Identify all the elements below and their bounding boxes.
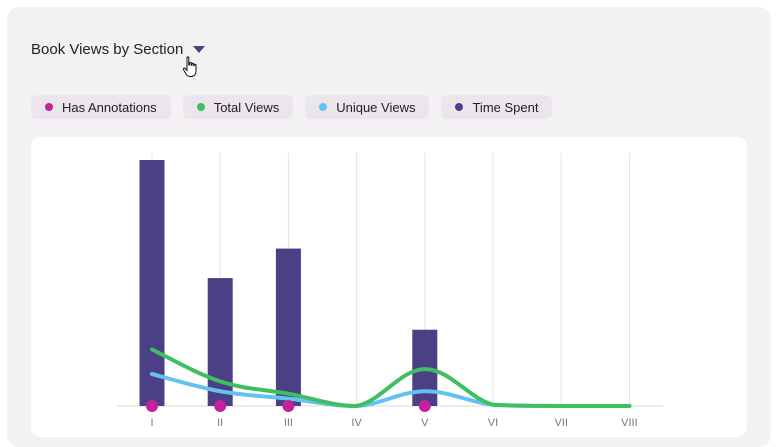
section-dropdown-button[interactable]: [191, 42, 207, 58]
legend-item-total-views[interactable]: Total Views: [182, 95, 294, 119]
legend-dot: [319, 103, 328, 111]
annotation-marker: [146, 400, 158, 412]
annotation-marker: [418, 400, 431, 412]
legend-item-has-annotations[interactable]: Has Annotations: [31, 95, 171, 119]
bar: [275, 248, 301, 406]
x-tick-label: II: [217, 417, 223, 429]
bar: [139, 160, 165, 406]
x-tick-label: VIII: [621, 417, 638, 429]
series-line-total-views: [150, 347, 632, 409]
legend-dot: [196, 103, 205, 111]
legend-dot: [455, 103, 464, 111]
hand-pointer-icon: [182, 56, 197, 77]
x-tick-label: III: [284, 417, 293, 429]
legend-label: Time Spent: [472, 99, 539, 115]
x-tick-label: VI: [488, 417, 498, 429]
chart-header: Book Views by Section: [31, 41, 207, 58]
legend-dot: [45, 103, 53, 111]
chart-title: Book Views by Section: [31, 41, 184, 58]
legend-label: Has Annotations: [62, 99, 157, 115]
chart-legend: Has Annotations Total Views Unique Views…: [31, 95, 553, 119]
annotation-marker: [214, 400, 227, 412]
legend-label: Unique Views: [336, 99, 416, 115]
x-tick-label: VII: [554, 417, 567, 429]
annotation-marker: [282, 400, 295, 412]
legend-label: Total Views: [213, 99, 280, 115]
x-tick-label: V: [421, 417, 429, 429]
legend-item-time-spent[interactable]: Time Spent: [441, 95, 553, 119]
plot-area: I II III IV V VI VII VIII: [31, 137, 747, 437]
x-tick-label: IV: [351, 417, 362, 429]
x-tick-label: I: [150, 417, 153, 429]
caret-down-icon: [193, 46, 206, 53]
chart-svg: I II III IV V VI VII VIII: [117, 153, 663, 429]
bar: [207, 278, 233, 406]
legend-item-unique-views[interactable]: Unique Views: [305, 95, 430, 119]
chart-card: Book Views by Section Has Annotations To…: [7, 7, 771, 447]
